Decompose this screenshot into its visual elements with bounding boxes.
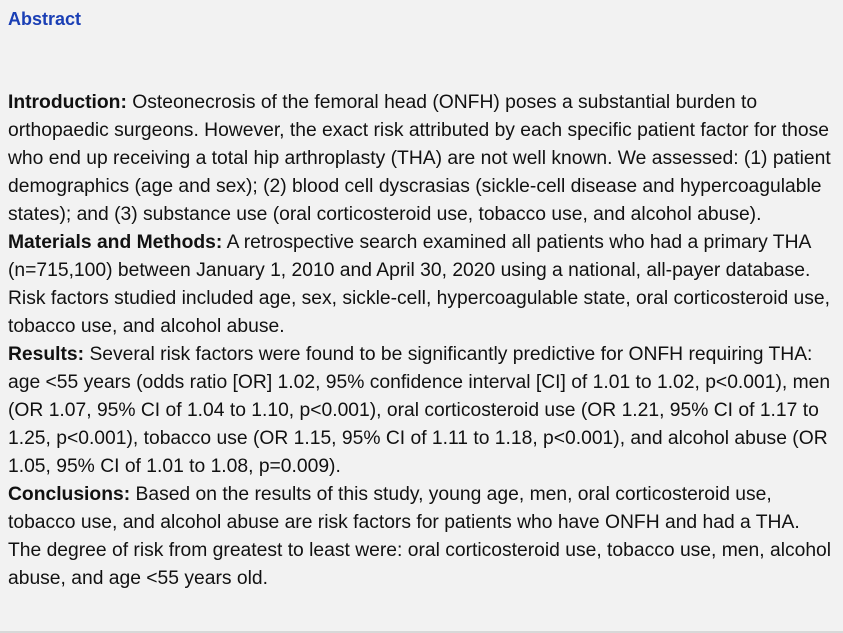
section-text: Based on the results of this study, youn… (8, 484, 832, 589)
section-text: Osteonecrosis of the femoral head (ONFH)… (8, 92, 831, 225)
section-label: Materials and Methods: (8, 232, 223, 253)
section: Materials and Methods: A retrospective s… (8, 229, 836, 341)
section: Conclusions: Based on the results of thi… (8, 481, 836, 593)
section-label: Introduction: (8, 92, 127, 113)
section-label: Conclusions: (8, 484, 131, 505)
abstract-title: Abstract (8, 9, 82, 29)
section-text: Several risk factors were found to be si… (8, 344, 831, 477)
section: Introduction: Osteonecrosis of the femor… (8, 89, 836, 229)
section-text: A retrospective search examined all pati… (8, 232, 831, 337)
abstract-body: Introduction: Osteonecrosis of the femor… (8, 89, 836, 593)
section-label: Results: (8, 344, 85, 365)
section: Results: Several risk factors were found… (8, 341, 836, 481)
